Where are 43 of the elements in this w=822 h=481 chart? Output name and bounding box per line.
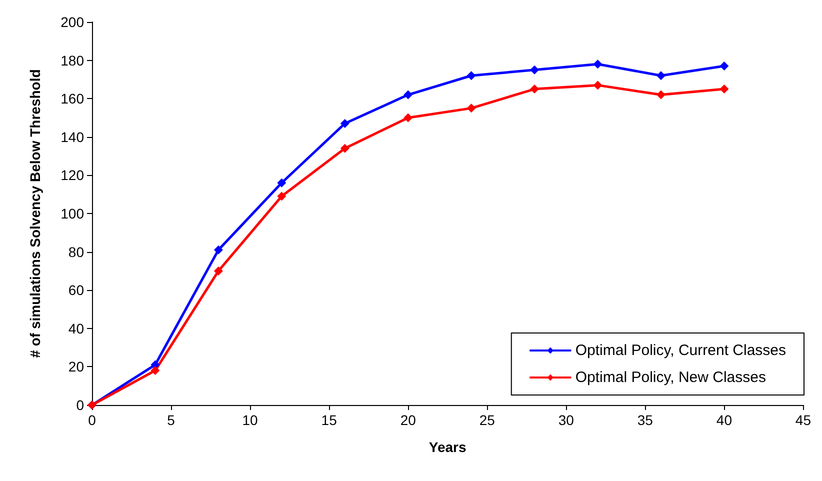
- point: [466, 71, 476, 80]
- y-tick-label: 160: [60, 90, 84, 107]
- x-tick-label: 45: [795, 412, 812, 428]
- point: [656, 71, 666, 80]
- y-tick-label: 40: [68, 320, 84, 336]
- x-axis-title: Years: [428, 439, 467, 455]
- y-tick-label: 20: [68, 358, 84, 375]
- x-tick-label: 10: [242, 412, 258, 428]
- y-tick-label: 80: [68, 244, 84, 260]
- point: [656, 90, 666, 100]
- point: [720, 62, 729, 71]
- point: [150, 366, 160, 376]
- x-tick-label: 5: [167, 412, 176, 428]
- x-tick-label: 25: [479, 412, 496, 428]
- point: [277, 178, 286, 188]
- point: [530, 65, 540, 74]
- legend-label: Optimal Policy, Current Classes: [575, 342, 786, 359]
- point: [214, 266, 223, 276]
- point: [593, 80, 602, 90]
- y-tick-label: 0: [76, 397, 84, 413]
- x-tick-label: 35: [637, 412, 654, 428]
- point: [593, 60, 602, 69]
- legend-label: Optimal Policy, New Classes: [575, 369, 766, 386]
- x-tick-label: 40: [716, 412, 732, 428]
- y-tick-label: 140: [60, 128, 84, 145]
- point: [340, 118, 350, 128]
- y-tick-label: 120: [60, 167, 84, 184]
- y-tick-label: 200: [60, 14, 84, 30]
- point: [466, 104, 476, 113]
- y-axis-title: # of simulations Solvency Below Threshold: [27, 69, 43, 358]
- point: [720, 84, 729, 94]
- y-tick-label: 60: [68, 282, 84, 298]
- y-tick-label: 100: [60, 206, 84, 222]
- x-tick-label: 20: [400, 412, 416, 428]
- point: [214, 245, 223, 254]
- point: [340, 144, 350, 153]
- point: [404, 113, 413, 122]
- point: [404, 90, 413, 100]
- point: [277, 192, 286, 201]
- y-tick-label: 180: [60, 52, 84, 68]
- x-tick-label: 15: [321, 412, 338, 428]
- x-tick-label: 0: [88, 412, 96, 428]
- x-tick-label: 30: [558, 412, 574, 428]
